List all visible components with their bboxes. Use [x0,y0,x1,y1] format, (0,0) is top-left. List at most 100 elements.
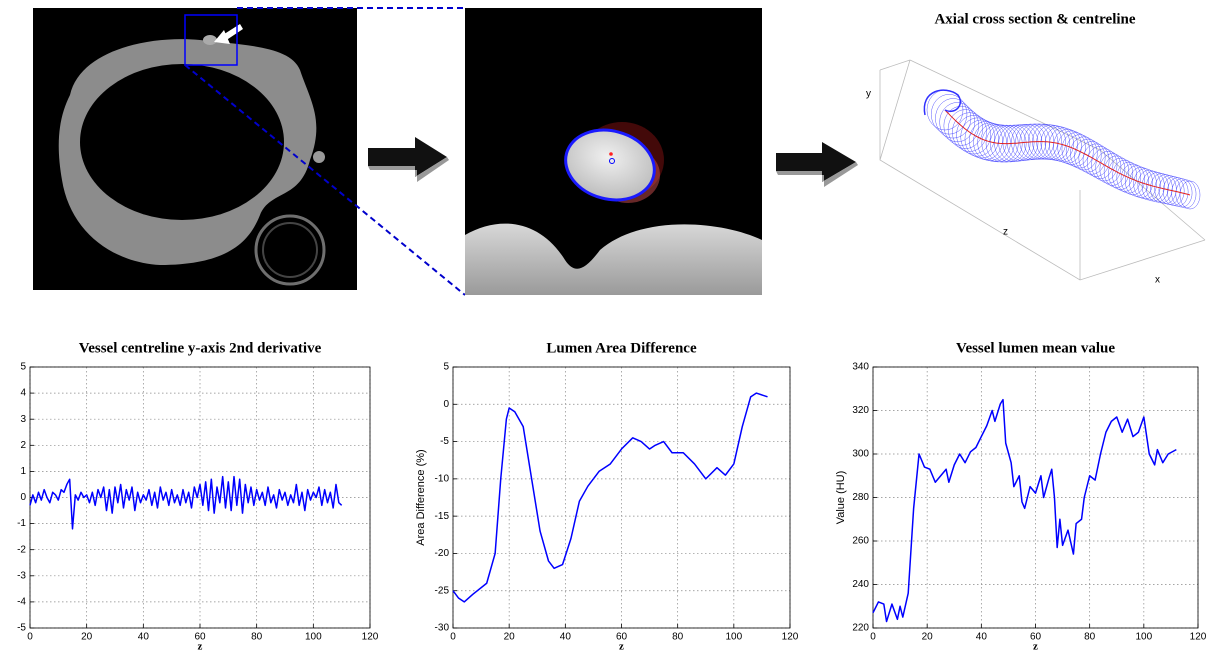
x-tick-label: 0 [870,632,876,643]
x-tick-label: 100 [305,632,322,643]
x-tick-label: 20 [922,632,934,643]
y-tick-label: 240 [852,579,869,590]
chart-title: Lumen Area Difference [546,340,697,356]
plot-frame [452,366,791,629]
cross-section [960,117,995,157]
y-tick-label: 2 [20,440,26,451]
y-tick-label: 300 [852,449,869,460]
x-tick-label: 40 [138,632,150,643]
cross-section [1179,180,1201,210]
y-tick-label: 5 [443,362,449,373]
x-tick-label: 0 [450,632,456,643]
x-axis-label: z [198,641,203,653]
y-tick-label: 4 [20,388,26,399]
y-tick-label: -3 [17,570,26,581]
y-tick-label: -2 [17,544,26,555]
centreline-3d-plot: Axial cross section & centreline y z x [866,11,1206,286]
cross-section [968,121,1003,160]
y-tick-label: 260 [852,536,869,547]
arrow [776,142,858,187]
x-tick-label: 60 [194,632,206,643]
y-tick-label: 5 [20,362,26,373]
cross-section [1027,123,1059,160]
cross-section [1120,163,1145,196]
y-axis-label: Area Difference (%) [415,449,427,545]
cross-section [939,102,976,143]
x-tick-label: 80 [672,632,684,643]
cross-section [956,115,991,155]
zoom-image [465,8,762,295]
cross-section [994,124,1027,163]
cross-section [952,112,987,152]
y-tick-label: 3 [20,414,26,425]
cross-section [1112,159,1138,192]
y-tick-label: -10 [435,473,450,484]
zoom-line [184,64,466,296]
y-tick-label: 1 [20,466,26,477]
x-tick-label: 0 [27,632,33,643]
x-tick-label: 60 [1030,632,1042,643]
cross-section [1108,157,1134,190]
x-tick-label: 120 [362,632,379,643]
y-axis-label: Value (HU) [835,471,847,525]
y-tick-label: -5 [440,436,449,447]
x-tick-label: 100 [1135,632,1152,643]
x-tick-label: 100 [725,632,742,643]
panel-title: Axial cross section & centreline [934,11,1135,27]
x-axis-label: z [619,641,624,653]
cross-section [1074,138,1102,173]
y-tick-label: -4 [17,597,26,608]
chart-title: Vessel lumen mean value [956,340,1115,356]
x-tick-label: 40 [560,632,572,643]
cross-section [1044,126,1074,162]
x-tick-label: 20 [81,632,93,643]
y-tick-label: -5 [17,623,26,634]
plot-frame [29,366,371,629]
x-tick-label: 120 [1190,632,1207,643]
x-tick-label: 40 [976,632,988,643]
y-tick-label: -30 [435,623,450,634]
cross-section [1065,134,1094,169]
plot-area [453,367,790,628]
x-tick-label: 20 [504,632,516,643]
x-tick-label: 60 [616,632,628,643]
cross-section [1124,165,1149,197]
arrow [368,137,449,182]
data-line [872,398,1177,623]
cross-section [1082,143,1110,177]
x-tick-label: 120 [782,632,799,643]
cross-section [1116,161,1141,194]
y-tick-label: 280 [852,492,869,503]
plot-frame [872,366,1199,629]
y-tick-label: 340 [852,362,869,373]
y-tick-label: 0 [20,492,26,503]
cross-section [1070,136,1098,171]
cross-section [985,124,1019,163]
cross-section [1129,167,1153,198]
y-tick-label: 0 [443,399,449,410]
x-tick-label: 80 [1084,632,1096,643]
cross-section [930,94,968,135]
x-axis-label: z [1033,641,1038,653]
cross-section [990,124,1023,163]
chart-title: Vessel centreline y-axis 2nd derivative [79,340,322,356]
y-tick-label: 320 [852,405,869,416]
y-tick-label: -15 [435,511,450,522]
data-line [452,392,768,603]
y-tick-label: -1 [17,518,26,529]
axis-label: x [1155,275,1160,286]
y-tick-label: -20 [435,548,450,559]
y-tick-label: -25 [435,585,450,596]
data-line [29,475,343,530]
cross-section [1061,132,1090,167]
cross-section [943,105,980,146]
x-tick-label: 80 [251,632,263,643]
cross-section [1002,124,1035,162]
axis-label: y [866,89,871,100]
cross-section [923,89,962,116]
cross-section [1078,141,1106,175]
cross-section [1006,124,1039,161]
centreline [944,109,1191,196]
